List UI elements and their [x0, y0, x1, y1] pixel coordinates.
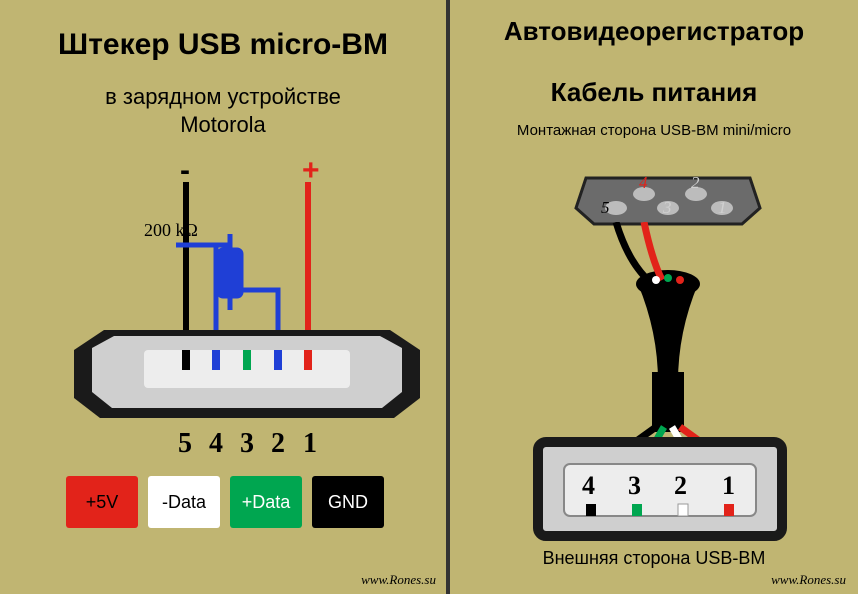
- svg-text:2: 2: [271, 428, 285, 459]
- legend-gnd: GND: [312, 476, 384, 528]
- left-title: Штекер USB micro-BM: [0, 28, 446, 62]
- micro-bm-diagram: - + 200 kΩ: [14, 150, 434, 460]
- svg-text:5: 5: [178, 428, 192, 459]
- svg-text:1: 1: [718, 198, 727, 217]
- left-panel: Штекер USB micro-BM в зарядном устройств…: [0, 0, 446, 594]
- micro-bm-connector: [74, 330, 420, 418]
- svg-text:3: 3: [662, 198, 672, 217]
- legend-plus-data: +Data: [230, 476, 302, 528]
- color-legend: +5V -Data +Data GND: [66, 476, 384, 528]
- svg-text:2: 2: [691, 173, 700, 192]
- svg-text:1: 1: [722, 471, 735, 500]
- svg-text:4: 4: [639, 173, 648, 192]
- pin-numbers: 5 4 3 2 1: [178, 428, 317, 459]
- right-subtitle: Кабель питания: [450, 77, 858, 108]
- left-subtitle-1: в зарядном устройстве: [0, 84, 446, 110]
- svg-text:4: 4: [209, 428, 223, 459]
- legend-5v: +5V: [66, 476, 138, 528]
- left-subtitle-2: Motorola: [0, 112, 446, 138]
- cable: [568, 222, 768, 452]
- bottom-caption: Внешняя сторона USB-BM: [450, 548, 858, 569]
- svg-text:5: 5: [601, 198, 610, 217]
- top-caption: Монтажная сторона USB-BM mini/micro: [450, 122, 858, 139]
- right-panel: Автовидеорегистратор Кабель питания Монт…: [446, 0, 858, 594]
- svg-text:3: 3: [240, 428, 254, 459]
- usb-bm-bottom: 4 3 2 1: [530, 434, 790, 544]
- svg-text:2: 2: [674, 471, 687, 500]
- resistor-label: 200 kΩ: [144, 220, 198, 240]
- svg-text:4: 4: [582, 471, 595, 500]
- svg-text:3: 3: [628, 471, 641, 500]
- right-title: Автовидеорегистратор: [450, 16, 858, 47]
- watermark-right: www.Rones.su: [771, 572, 846, 588]
- svg-text:1: 1: [303, 428, 317, 459]
- watermark-left: www.Rones.su: [361, 572, 436, 588]
- legend-minus-data: -Data: [148, 476, 220, 528]
